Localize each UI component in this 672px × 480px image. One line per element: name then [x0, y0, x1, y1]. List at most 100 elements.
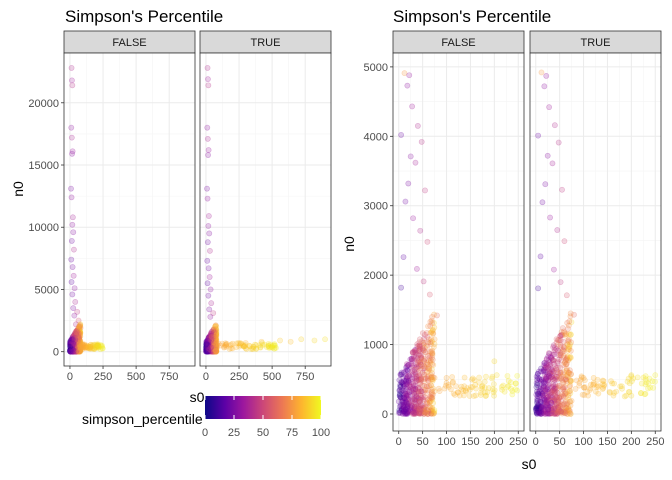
data-point: [74, 328, 81, 334]
data-point: [67, 346, 74, 353]
data-point: [80, 344, 87, 351]
data-point: [72, 347, 78, 354]
data-point: [69, 343, 75, 350]
data-point: [213, 344, 220, 351]
data-point: [514, 387, 521, 394]
y-tick-label: 5000: [35, 284, 59, 296]
data-point: [70, 347, 77, 354]
data-point: [206, 347, 213, 354]
data-point: [76, 348, 82, 355]
data-point: [70, 335, 77, 342]
data-point: [71, 331, 78, 338]
data-point: [206, 343, 213, 350]
data-point: [71, 348, 78, 355]
data-point: [67, 348, 74, 355]
data-point: [75, 340, 82, 346]
data-point: [206, 335, 213, 341]
data-point: [74, 346, 81, 353]
data-point: [68, 345, 75, 352]
data-point: [70, 333, 77, 340]
data-point: [210, 346, 217, 353]
data-point: [590, 374, 597, 381]
data-point: [555, 382, 562, 389]
data-point: [205, 346, 212, 353]
data-point: [75, 346, 81, 353]
data-point: [211, 339, 217, 346]
data-point: [71, 341, 78, 347]
data-point: [97, 342, 104, 348]
data-point: [205, 347, 212, 354]
data-point: [76, 334, 82, 341]
data-point: [76, 341, 83, 348]
data-point: [72, 348, 79, 355]
data-point: [70, 345, 77, 352]
data-point: [74, 335, 81, 342]
data-point: [76, 337, 83, 344]
data-point: [67, 346, 74, 352]
panel-border-left-false: [63, 52, 196, 367]
data-point: [71, 246, 77, 253]
data-point: [240, 343, 247, 350]
data-point: [71, 340, 78, 347]
data-point: [76, 348, 83, 355]
data-point: [76, 341, 83, 347]
data-point: [72, 344, 78, 351]
data-point: [73, 348, 79, 355]
data-point: [75, 348, 82, 355]
data-point: [73, 330, 80, 336]
data-point: [208, 340, 215, 346]
data-point: [208, 330, 214, 337]
data-point: [208, 330, 215, 337]
data-point: [212, 332, 219, 339]
y-tick-label: 0: [382, 409, 388, 421]
data-point: [212, 345, 218, 352]
data-point: [212, 334, 218, 341]
data-point: [211, 345, 217, 352]
data-point: [73, 338, 79, 344]
data-point: [422, 409, 428, 416]
data-point: [209, 336, 216, 343]
data-point: [73, 342, 79, 349]
data-point: [208, 347, 215, 354]
data-point: [206, 345, 213, 352]
data-point: [69, 337, 76, 344]
data-point: [71, 312, 78, 319]
data-point: [69, 336, 76, 343]
data-point: [212, 343, 219, 349]
data-point: [70, 341, 77, 348]
data-point: [210, 345, 217, 351]
data-point: [210, 333, 217, 340]
data-point: [69, 348, 75, 355]
data-point: [76, 342, 83, 349]
data-point: [209, 339, 216, 346]
data-point: [207, 340, 214, 347]
data-point: [67, 347, 74, 354]
data-point: [205, 152, 211, 158]
data-point: [203, 347, 210, 354]
data-point: [77, 333, 84, 339]
data-point: [208, 344, 215, 351]
data-point: [75, 325, 81, 332]
x-axis-right-true: 0 50 100 150 200 250: [533, 431, 664, 448]
data-point: [207, 338, 213, 345]
data-point: [76, 338, 83, 345]
data-point: [211, 348, 218, 355]
data-point: [410, 390, 417, 397]
data-point: [204, 348, 211, 355]
data-point: [207, 338, 214, 345]
data-point: [69, 346, 76, 353]
data-point: [206, 335, 213, 342]
data-point: [68, 348, 75, 354]
data-point: [212, 322, 219, 329]
data-point: [68, 347, 75, 354]
data-point: [207, 345, 214, 352]
data-point: [67, 348, 74, 355]
data-point: [210, 344, 217, 351]
data-point: [70, 344, 77, 351]
data-point: [210, 340, 217, 347]
data-point: [74, 308, 81, 315]
data-point: [70, 345, 76, 352]
data-point: [203, 343, 210, 350]
data-point: [211, 336, 218, 342]
data-point: [209, 348, 215, 355]
